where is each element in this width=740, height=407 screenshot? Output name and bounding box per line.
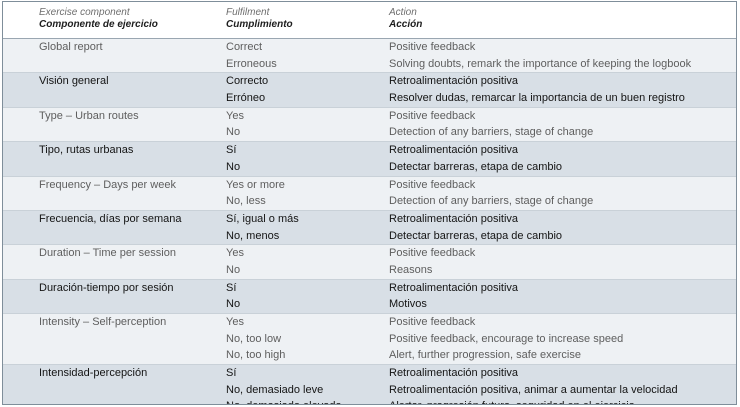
action-cell: Positive feedback, encourage to increase… xyxy=(389,332,624,345)
table-group: Visión general Correcto Retroalimentación … xyxy=(3,73,736,108)
action-cell: Motivos xyxy=(389,298,427,311)
table-row: No Reasons xyxy=(3,262,736,279)
component-cell: Tipo, rutas urbanas xyxy=(39,144,134,157)
fulfilment-cell: Erróneo xyxy=(226,92,266,105)
component-cell: Duración-tiempo por sesión xyxy=(39,281,174,294)
component-cell: Duration – Time per session xyxy=(39,247,176,260)
table-row: Frequency – Days per week Yes or more Posi… xyxy=(3,177,736,194)
table-row: No, demasiado leve Retroalimentación posi… xyxy=(3,382,736,399)
fulfilment-cell: Erroneous xyxy=(226,57,277,70)
fulfilment-cell: No xyxy=(226,126,241,139)
table-group: Intensidad-percepción Sí Retroalimentación… xyxy=(3,365,736,404)
action-cell: Detectar barreras, etapa de cambio xyxy=(389,160,563,173)
fulfilment-cell: Sí xyxy=(226,367,237,380)
fulfilment-cell: No xyxy=(226,298,241,311)
table-row: No, menos Detectar barreras, etapa de cam… xyxy=(3,228,736,245)
table-group: Duración-tiempo por sesión Sí Retroaliment… xyxy=(3,279,736,314)
header-action: Action Acción xyxy=(389,7,422,31)
component-cell: Intensity – Self-perception xyxy=(39,316,167,328)
table-group: Type – Urban routes Yes Positive feedback N… xyxy=(3,107,736,143)
action-cell: Detection of any barriers, stage of chan… xyxy=(389,126,594,139)
action-cell: Reasons xyxy=(389,263,433,276)
table-group: Duration – Time per session Yes Positive f… xyxy=(3,245,736,280)
action-cell: Positive feedback xyxy=(389,316,476,328)
table-row: Duration – Time per session Yes Positive f… xyxy=(3,245,736,262)
header-component: Exercise component Componente de ejercic… xyxy=(39,7,158,31)
table-row: Tipo, rutas urbanas Sí Retroalimentación p… xyxy=(3,142,736,159)
table-group: Frecuencia, días por semana Sí, igual o m… xyxy=(3,210,736,246)
action-cell: Positive feedback xyxy=(389,178,476,191)
table-row: Visión general Correcto Retroalimentación … xyxy=(3,73,736,90)
fulfilment-cell: Correct xyxy=(226,41,263,53)
fulfilment-cell: No, less xyxy=(226,195,266,208)
header-fulfilment: Fulfilment Cumplimiento xyxy=(226,7,293,31)
table-row: No Detectar barreras, etapa de cambio xyxy=(3,159,736,176)
header-action-en: Action xyxy=(389,7,417,18)
action-cell: Retroalimentación positiva, animar a aum… xyxy=(389,383,678,396)
action-cell: Retroalimentación positiva xyxy=(389,281,519,294)
action-cell: Alertar, progresión futura, seguridad en… xyxy=(389,398,635,404)
header-fulfilment-en: Fulfilment xyxy=(226,7,270,18)
component-cell: Frecuencia, días por semana xyxy=(39,212,182,225)
table-group: Global report Correct Positive feedback Err… xyxy=(3,39,736,74)
fulfilment-cell: No, demasiado leve xyxy=(226,383,324,396)
table-row: No Motivos xyxy=(3,296,736,313)
table-row: Erróneo Resolver dudas, remarcar la impor… xyxy=(3,90,736,107)
component-cell: Global report xyxy=(39,41,103,53)
table-row: Global report Correct Positive feedback xyxy=(3,39,736,56)
table-group: Frequency – Days per week Yes or more Posi… xyxy=(3,176,736,211)
table-row: Intensidad-percepción Sí Retroalimentación… xyxy=(3,365,736,382)
table-row: Intensity – Self-perception Yes Positive f… xyxy=(3,314,736,331)
table-row: No, less Detection of any barriers, stage… xyxy=(3,193,736,210)
action-cell: Retroalimentación positiva xyxy=(389,144,519,157)
table-body: Global report Correct Positive feedback Err… xyxy=(3,39,736,404)
action-cell: Retroalimentación positiva xyxy=(389,367,519,380)
fulfilment-cell: Sí xyxy=(226,281,237,294)
fulfilment-cell: No xyxy=(226,160,241,173)
table-header: Exercise component Componente de ejercic… xyxy=(3,2,736,39)
action-cell: Detection of any barriers, stage of chan… xyxy=(389,195,594,208)
fulfilment-cell: Sí xyxy=(226,144,237,157)
component-cell: Visión general xyxy=(39,75,109,88)
table-row: No, too high Alert, further progression, … xyxy=(3,347,736,364)
action-cell: Solving doubts, remark the importance of… xyxy=(389,57,692,70)
fulfilment-cell: Yes xyxy=(226,109,244,122)
table-row: No Detection of any barriers, stage of ch… xyxy=(3,124,736,141)
action-cell: Retroalimentación positiva xyxy=(389,212,519,225)
fulfilment-cell: Yes xyxy=(226,316,244,328)
action-cell: Retroalimentación positiva xyxy=(389,75,519,88)
header-component-es: Componente de ejercicio xyxy=(39,19,158,30)
table-group: Intensity – Self-perception Yes Positive f… xyxy=(3,314,736,366)
fulfilment-cell: No, demasiado elevada xyxy=(226,398,342,404)
component-cell: Intensidad-percepción xyxy=(39,367,148,380)
action-cell: Positive feedback xyxy=(389,41,476,53)
table-row: No, too low Positive feedback, encourage … xyxy=(3,331,736,348)
action-cell: Resolver dudas, remarcar la importancia … xyxy=(389,92,685,105)
action-cell: Positive feedback xyxy=(389,109,476,122)
component-cell: Frequency – Days per week xyxy=(39,178,176,191)
action-cell: Detectar barreras, etapa de cambio xyxy=(389,229,563,242)
fulfilment-cell: Yes xyxy=(226,247,244,260)
fulfilment-cell: No xyxy=(226,263,241,276)
table-group: Tipo, rutas urbanas Sí Retroalimentación p… xyxy=(3,142,736,177)
action-cell: Alert, further progression, safe exercis… xyxy=(389,349,581,362)
fulfilment-cell: Yes or more xyxy=(226,178,285,191)
fulfilment-cell: Sí, igual o más xyxy=(226,212,299,225)
action-cell: Positive feedback xyxy=(389,247,476,260)
fulfilment-cell: Correcto xyxy=(226,75,269,88)
component-cell: Type – Urban routes xyxy=(39,109,139,122)
fulfilment-cell: No, menos xyxy=(226,229,280,242)
header-fulfilment-es: Cumplimiento xyxy=(226,19,293,30)
table-row: Frecuencia, días por semana Sí, igual o m… xyxy=(3,211,736,228)
fulfilment-cell: No, too high xyxy=(226,349,286,362)
header-component-en: Exercise component xyxy=(39,7,130,18)
fulfilment-cell: No, too low xyxy=(226,332,282,345)
table-row: No, demasiado elevada Alertar, progresión… xyxy=(3,398,736,404)
table-row: Type – Urban routes Yes Positive feedback xyxy=(3,108,736,125)
table-row: Erroneous Solving doubts, remark the impo… xyxy=(3,56,736,73)
header-action-es: Acción xyxy=(389,19,423,30)
table-row: Duración-tiempo por sesión Sí Retroaliment… xyxy=(3,280,736,297)
